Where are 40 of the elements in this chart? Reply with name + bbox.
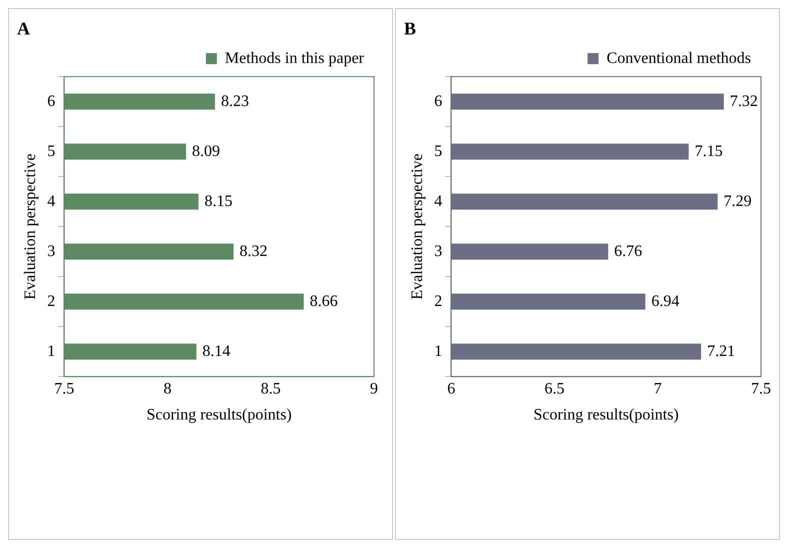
data-label: 6.94 [651, 292, 680, 310]
data-label: 7.29 [724, 192, 752, 210]
y-axis-title: Evaluation perspective [408, 154, 426, 300]
y-tick-label: 5 [47, 142, 56, 160]
y-tick-label: 3 [434, 242, 442, 260]
data-label: 7.15 [694, 142, 723, 160]
x-tick-label: 9 [370, 380, 378, 398]
legend-label: Conventional methods [606, 50, 752, 67]
data-label: 8.32 [240, 242, 268, 260]
data-label: 8.66 [310, 292, 338, 310]
legend-label: Methods in this paper [224, 50, 365, 67]
x-tick-label: 7.5 [751, 380, 771, 398]
data-label: 8.15 [204, 192, 232, 210]
data-label: 6.76 [614, 242, 642, 260]
y-tick-label: 4 [47, 192, 56, 210]
data-label: 7.21 [707, 342, 736, 360]
chart-title: B [404, 18, 416, 38]
data-label: 8.23 [220, 92, 249, 110]
y-tick-label: 6 [434, 92, 442, 110]
x-axis-title: Scoring results(points) [533, 406, 679, 424]
x-tick-label: 7 [654, 380, 662, 398]
chart-title: A [17, 18, 30, 38]
y-tick-label: 3 [47, 242, 56, 260]
y-tick-label: 4 [434, 192, 442, 210]
data-label: 8.09 [192, 142, 220, 160]
data-label: 7.32 [730, 92, 758, 110]
x-tick-label: 6 [447, 380, 456, 398]
y-tick-label: 1 [47, 342, 56, 360]
y-tick-label: 6 [47, 92, 56, 110]
x-tick-label: 6.5 [544, 380, 564, 398]
x-tick-label: 7.5 [54, 380, 74, 398]
y-tick-label: 1 [434, 342, 442, 360]
data-label: 8.14 [202, 342, 230, 360]
y-axis-title: Evaluation perspective [22, 154, 39, 300]
y-tick-label: 5 [434, 142, 442, 160]
x-axis-title: Scoring results(points) [146, 406, 292, 424]
y-tick-label: 2 [47, 292, 56, 310]
x-tick-label: 8.5 [260, 380, 281, 398]
x-tick-label: 8 [163, 380, 172, 398]
y-tick-label: 2 [434, 292, 442, 310]
